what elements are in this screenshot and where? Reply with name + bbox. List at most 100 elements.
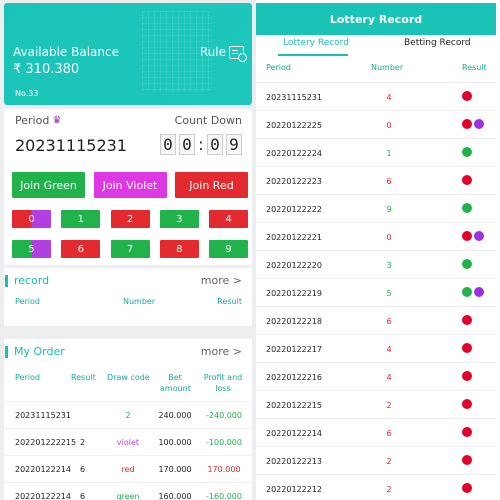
order-draw-code: red — [121, 465, 135, 474]
record-header-result: Result — [217, 297, 242, 306]
table-row[interactable]: 20231115231 4 — [256, 82, 496, 110]
lottery-period: 20231115231 — [266, 93, 322, 102]
order-draw-code: green — [116, 492, 140, 500]
red-dot-icon — [462, 231, 472, 241]
lottery-period: 20220122220 — [266, 261, 322, 270]
red-dot-icon — [462, 91, 472, 101]
record-header-period: Period — [15, 297, 40, 306]
order-header-pl: Profit and loss — [203, 373, 243, 393]
tab-lottery-record[interactable]: Lottery Record — [283, 38, 349, 48]
lottery-number: 0 — [386, 121, 392, 130]
timer-digit: 0 — [160, 134, 176, 155]
lottery-number: 3 — [386, 261, 392, 270]
violet-dot-icon — [474, 119, 484, 129]
lottery-number: 6 — [386, 317, 392, 326]
lottery-result-dots — [462, 203, 472, 213]
lottery-number: 6 — [386, 177, 392, 186]
lottery-period: 20220122214 — [266, 429, 322, 438]
lottery-period: 20220122221 — [266, 233, 322, 242]
lottery-result-dots — [462, 91, 472, 101]
period-card: Period ♛ Count Down 20231115231 0 0 : 0 … — [4, 109, 252, 265]
timer-digit: 0 — [207, 134, 223, 155]
table-row[interactable]: 202201222215 2 violet 100.000 -100.000 — [4, 428, 252, 455]
record-more-link[interactable]: more > — [200, 274, 242, 287]
table-row[interactable]: 20220122214 6 red 170.000 170.000 — [4, 455, 252, 482]
lottery-result-dots — [462, 231, 484, 241]
lottery-result-dots — [462, 175, 472, 185]
number-button-6[interactable]: 6 — [61, 240, 101, 258]
tab-betting-record[interactable]: Betting Record — [404, 38, 471, 48]
balance-title: Available Balance — [13, 45, 119, 59]
order-header-period: Period — [15, 373, 40, 382]
table-row[interactable]: 20220122225 0 — [256, 110, 496, 138]
number-button-9[interactable]: 9 — [209, 240, 248, 258]
lottery-number: 4 — [386, 373, 392, 382]
red-dot-icon — [462, 315, 472, 325]
order-amount: 240.000 — [158, 411, 192, 420]
table-row[interactable]: 20220122222 9 — [256, 194, 496, 222]
lottery-record-panel: Lottery Record Lottery Record Betting Re… — [256, 0, 500, 500]
table-row[interactable]: 20220122213 2 — [256, 446, 496, 474]
table-row[interactable]: 20220122217 4 — [256, 334, 496, 362]
order-header-amount: Bet amount — [160, 373, 191, 393]
join-buttons: Join Green Join Violet Join Red — [12, 172, 248, 198]
number-button-8[interactable]: 8 — [159, 240, 199, 258]
lottery-result-dots — [462, 399, 472, 409]
number-button-3[interactable]: 3 — [159, 210, 199, 228]
period-value: 20231115231 — [15, 136, 127, 155]
order-header-result: Result — [71, 373, 96, 382]
number-button-4[interactable]: 4 — [209, 210, 248, 228]
lottery-number: 5 — [386, 289, 392, 298]
lottery-number: 2 — [386, 485, 392, 494]
join-red-button[interactable]: Join Red — [175, 172, 248, 198]
table-row[interactable]: 20220122220 3 — [256, 250, 496, 278]
lottery-period: 20220122215 — [266, 401, 322, 410]
order-profit-loss: 170.000 — [207, 465, 241, 474]
red-dot-icon — [462, 455, 472, 465]
lottery-result-dots — [462, 287, 484, 297]
table-row[interactable]: 20220122224 1 — [256, 138, 496, 166]
number-row-2: 5 6 7 8 9 — [12, 240, 248, 258]
lottery-number: 2 — [386, 457, 392, 466]
number-button-1[interactable]: 1 — [61, 210, 101, 228]
table-row[interactable]: 20220122214 6 — [256, 418, 496, 446]
number-button-7[interactable]: 7 — [110, 240, 150, 258]
green-dot-icon — [462, 147, 472, 157]
my-order-card: My Order more > Period Result Draw code … — [4, 339, 252, 500]
lottery-period: 20220122224 — [266, 149, 322, 158]
lottery-number: 6 — [386, 429, 392, 438]
table-row[interactable]: 20220122216 4 — [256, 362, 496, 390]
period-label: Period — [15, 114, 50, 127]
order-profit-loss: -240.000 — [206, 411, 242, 420]
active-tab-indicator — [278, 54, 348, 56]
table-row[interactable]: 20220122218 6 — [256, 306, 496, 334]
join-green-button[interactable]: Join Green — [12, 172, 85, 198]
red-dot-icon — [462, 175, 472, 185]
red-dot-icon — [462, 483, 472, 493]
crown-icon: ♛ — [52, 115, 62, 126]
order-amount: 100.000 — [158, 438, 192, 447]
my-order-more-link[interactable]: more > — [200, 345, 242, 358]
table-row[interactable]: 20220122223 6 — [256, 166, 496, 194]
lottery-period: 20220122219 — [266, 289, 322, 298]
table-row[interactable]: 20220122219 5 — [256, 278, 496, 306]
table-row[interactable]: 20220122215 2 — [256, 390, 496, 418]
lottery-result-dots — [462, 427, 472, 437]
timer-digit: 0 — [179, 134, 195, 155]
number-button-2[interactable]: 2 — [110, 210, 150, 228]
join-violet-button[interactable]: Join Violet — [93, 172, 167, 198]
order-period: 20231115231 — [15, 411, 71, 420]
table-row[interactable]: 20220122214 6 green 160.000 -160.000 — [4, 482, 252, 500]
table-row[interactable]: 20220122221 0 — [256, 222, 496, 250]
number-button-5[interactable]: 5 — [12, 240, 51, 258]
table-row[interactable]: 20220122212 2 — [256, 474, 496, 500]
lottery-period: 20220122212 — [266, 485, 322, 494]
violet-dot-icon — [474, 231, 484, 241]
table-row[interactable]: 20231115231 2 240.000 -240.000 — [4, 401, 252, 428]
lottery-number: 1 — [386, 149, 392, 158]
lottery-result-dots — [462, 315, 472, 325]
number-button-0[interactable]: 0 — [12, 210, 51, 228]
rule-button[interactable]: Rule — [200, 45, 247, 62]
lottery-period: 20220122216 — [266, 373, 322, 382]
